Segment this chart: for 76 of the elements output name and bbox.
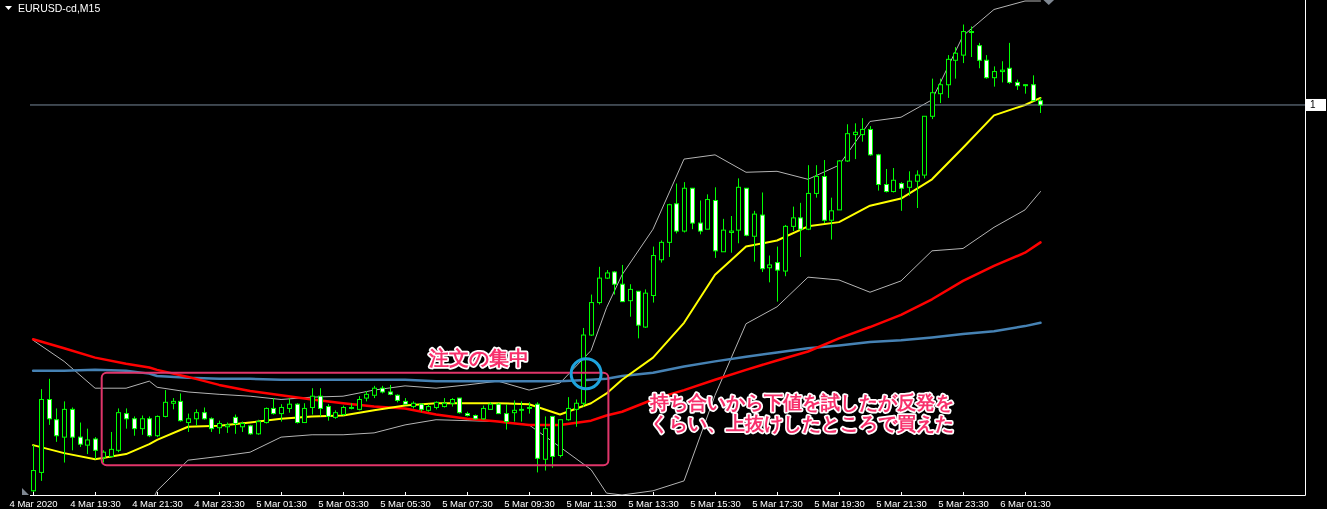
candlestick	[628, 283, 633, 318]
candlestick	[814, 164, 819, 199]
candlestick	[984, 54, 989, 80]
candlestick	[798, 202, 803, 258]
candlestick	[829, 197, 834, 241]
x-tick-label: 5 Mar 09:30	[504, 498, 555, 509]
x-tick-label: 5 Mar 11:30	[566, 498, 617, 509]
candlestick	[512, 399, 517, 423]
x-tick-label: 5 Mar 01:30	[256, 498, 307, 509]
candlestick	[163, 389, 168, 418]
x-tick-label: 5 Mar 15:30	[690, 498, 741, 509]
candlestick	[899, 181, 904, 212]
candlestick	[519, 400, 524, 423]
candlestick	[620, 264, 625, 303]
x-tick-label: 5 Mar 07:30	[442, 498, 493, 509]
candlestick	[504, 403, 509, 431]
candlestick	[891, 167, 896, 193]
candlestick	[1000, 60, 1005, 83]
candlestick	[85, 428, 90, 455]
annotation: 持ち合いから下値を試したが反発をくらい、上抜けしたところで買えた	[649, 391, 955, 434]
chart-title: EURUSD-cd,M15	[18, 2, 101, 14]
x-tick-label: 4 Mar 21:30	[132, 498, 183, 509]
candlestick	[93, 436, 98, 460]
candlestick	[767, 255, 772, 283]
candlestick	[1031, 74, 1036, 102]
candlestick	[318, 387, 323, 417]
candlestick	[302, 402, 307, 424]
x-tick-label: 5 Mar 23:30	[938, 498, 989, 509]
candlestick	[132, 415, 137, 437]
candlestick	[155, 414, 160, 438]
candlestick	[977, 42, 982, 69]
candlestick	[721, 218, 726, 253]
candlestick	[938, 78, 943, 104]
candlestick	[953, 46, 958, 80]
x-tick-label: 6 Mar 01:30	[1000, 498, 1051, 509]
candlestick	[566, 396, 571, 422]
candlestick	[930, 78, 935, 120]
candlestick	[915, 169, 920, 209]
x-tick-label: 4 Mar 19:30	[70, 498, 121, 509]
x-tick-label: 5 Mar 21:30	[876, 498, 927, 509]
candlestick	[186, 413, 191, 433]
candlestick	[729, 215, 734, 254]
annotation: 注文の集中	[427, 346, 529, 369]
candlestick	[659, 239, 664, 264]
candlestick	[124, 407, 129, 430]
x-tick-label: 5 Mar 19:30	[814, 498, 865, 509]
x-tick-label: 5 Mar 03:30	[318, 498, 369, 509]
x-tick-label: 4 Mar 23:30	[194, 498, 245, 509]
x-tick-label: 5 Mar 05:30	[380, 498, 431, 509]
candlestick	[78, 422, 83, 448]
candlestick	[860, 117, 865, 143]
x-tick-label: 5 Mar 13:30	[628, 498, 679, 509]
candlestick	[907, 170, 912, 197]
candlestick	[969, 25, 974, 58]
candlestick	[310, 387, 315, 416]
candlestick	[147, 415, 152, 438]
candlestick	[775, 246, 780, 303]
candlestick	[1007, 42, 1012, 85]
x-tick-label: 4 Mar 2020	[9, 498, 58, 509]
candlestick	[574, 398, 579, 428]
candlestick	[791, 206, 796, 232]
candlestick	[612, 270, 617, 296]
candlestick	[698, 199, 703, 235]
candlestick	[961, 24, 966, 64]
candlestick	[47, 378, 52, 426]
candlestick	[992, 65, 997, 88]
candlestick	[178, 392, 183, 423]
ref-line-label: 1	[1310, 99, 1316, 111]
x-tick-label: 5 Mar 17:30	[752, 498, 803, 509]
candlestick	[140, 414, 145, 436]
candlestick	[752, 210, 757, 263]
candlestick	[109, 431, 114, 458]
candlestick	[233, 414, 238, 435]
candlestick	[54, 407, 59, 443]
candlestick	[853, 122, 858, 160]
candlestick	[527, 401, 532, 415]
